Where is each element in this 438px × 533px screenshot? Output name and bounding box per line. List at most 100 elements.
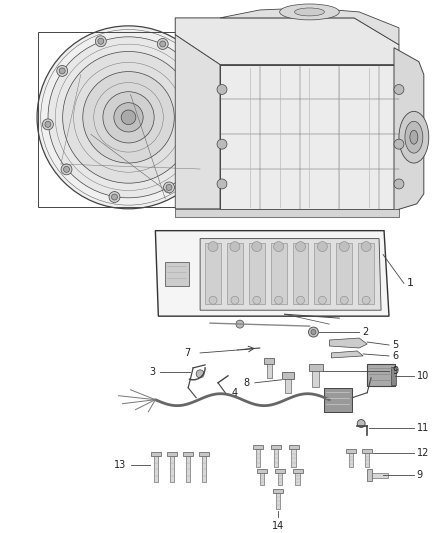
Circle shape xyxy=(61,164,72,175)
Bar xyxy=(291,449,296,467)
Circle shape xyxy=(340,296,348,304)
Circle shape xyxy=(199,149,205,155)
Circle shape xyxy=(209,296,217,304)
Circle shape xyxy=(217,139,227,149)
Polygon shape xyxy=(329,338,367,348)
Bar xyxy=(167,453,177,456)
Text: 11: 11 xyxy=(417,423,429,432)
Ellipse shape xyxy=(405,122,423,153)
Text: 1: 1 xyxy=(407,278,414,288)
Bar xyxy=(278,473,282,485)
Text: 9: 9 xyxy=(392,366,398,376)
Bar xyxy=(289,446,299,449)
Bar xyxy=(257,469,267,473)
Circle shape xyxy=(217,179,227,189)
Circle shape xyxy=(253,296,261,304)
Circle shape xyxy=(95,36,106,47)
Circle shape xyxy=(112,194,117,200)
Circle shape xyxy=(42,119,53,130)
Ellipse shape xyxy=(410,130,418,144)
Circle shape xyxy=(275,296,283,304)
Bar xyxy=(165,262,189,286)
Circle shape xyxy=(339,241,349,252)
Text: 4: 4 xyxy=(232,387,238,398)
Bar xyxy=(186,456,190,482)
Ellipse shape xyxy=(399,111,429,163)
Circle shape xyxy=(361,241,371,252)
Text: 3: 3 xyxy=(149,367,155,377)
Circle shape xyxy=(394,179,404,189)
Circle shape xyxy=(63,52,194,183)
Bar xyxy=(275,469,285,473)
Bar xyxy=(249,243,265,304)
Bar xyxy=(312,371,319,387)
Circle shape xyxy=(311,329,316,335)
Bar xyxy=(365,454,369,467)
Text: 10: 10 xyxy=(417,371,429,381)
Bar xyxy=(293,243,308,304)
Polygon shape xyxy=(200,239,381,310)
Circle shape xyxy=(103,92,154,143)
Circle shape xyxy=(196,146,207,157)
Bar xyxy=(260,473,264,485)
Bar xyxy=(367,469,372,481)
Ellipse shape xyxy=(279,4,339,20)
Text: 9: 9 xyxy=(417,470,423,480)
Bar xyxy=(274,449,278,467)
Bar xyxy=(358,243,374,304)
Bar xyxy=(271,243,286,304)
Polygon shape xyxy=(220,8,399,45)
Circle shape xyxy=(45,122,51,127)
Circle shape xyxy=(236,320,244,328)
Bar xyxy=(271,446,281,449)
Polygon shape xyxy=(175,18,399,64)
Circle shape xyxy=(231,296,239,304)
Circle shape xyxy=(37,26,220,209)
Circle shape xyxy=(362,296,370,304)
Circle shape xyxy=(318,241,327,252)
Circle shape xyxy=(252,241,262,252)
Bar xyxy=(264,358,274,364)
Bar xyxy=(276,493,280,509)
Circle shape xyxy=(208,241,218,252)
Bar xyxy=(267,364,272,378)
Text: 12: 12 xyxy=(417,448,429,458)
Bar xyxy=(282,372,293,379)
Polygon shape xyxy=(155,231,389,316)
Circle shape xyxy=(157,38,168,50)
Circle shape xyxy=(166,184,172,190)
Circle shape xyxy=(83,71,174,163)
Circle shape xyxy=(394,85,404,94)
Text: 2: 2 xyxy=(362,327,368,337)
Bar xyxy=(325,387,352,411)
Circle shape xyxy=(274,241,284,252)
Circle shape xyxy=(318,296,326,304)
Bar xyxy=(199,453,209,456)
Circle shape xyxy=(98,38,104,44)
Bar xyxy=(205,243,221,304)
Bar xyxy=(202,456,206,482)
Polygon shape xyxy=(175,35,220,209)
Bar xyxy=(314,243,330,304)
Bar xyxy=(310,364,323,371)
Circle shape xyxy=(357,419,365,427)
Bar xyxy=(391,367,396,385)
Circle shape xyxy=(196,370,204,378)
Polygon shape xyxy=(332,351,363,358)
Circle shape xyxy=(48,37,209,198)
Circle shape xyxy=(217,85,227,94)
Bar xyxy=(285,379,290,393)
Circle shape xyxy=(160,41,166,47)
Bar xyxy=(346,449,356,454)
Bar xyxy=(296,473,300,485)
Bar xyxy=(152,453,161,456)
Polygon shape xyxy=(175,209,399,217)
Circle shape xyxy=(199,80,205,86)
Text: 13: 13 xyxy=(114,461,127,470)
Circle shape xyxy=(297,296,304,304)
Circle shape xyxy=(57,66,68,76)
Circle shape xyxy=(64,166,70,172)
Circle shape xyxy=(296,241,305,252)
Bar xyxy=(154,456,159,482)
Bar xyxy=(336,243,352,304)
